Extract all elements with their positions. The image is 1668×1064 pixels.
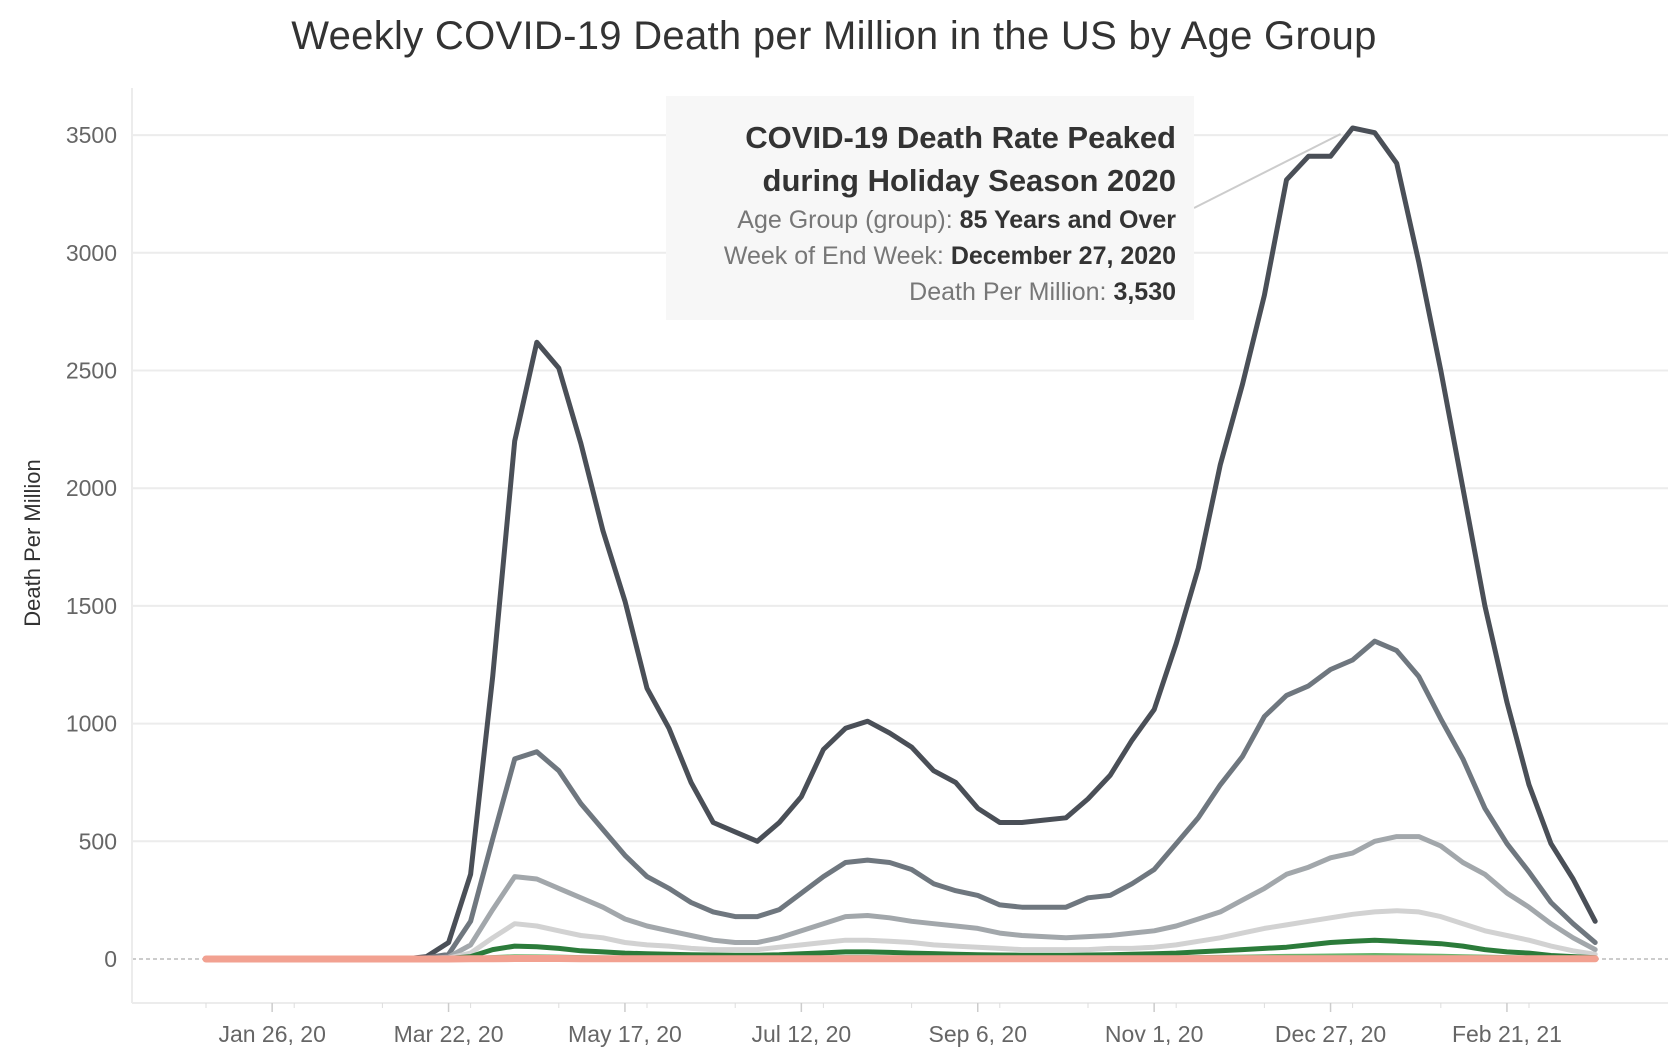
annotation-age-group-value: 85 Years and Over — [959, 206, 1176, 234]
annotation-age-group-label: Age Group (group): — [737, 206, 953, 234]
annotation-week-label: Week of End Week: — [723, 242, 944, 270]
x-tick-label: May 17, 20 — [568, 1021, 682, 1047]
chart-title: Weekly COVID-19 Death per Million in the… — [291, 14, 1377, 58]
annotation-death-rate: Death Per Million: 3,530 — [666, 274, 1176, 310]
y-tick-label: 2000 — [66, 475, 117, 501]
x-tick-label: Feb 21, 21 — [1452, 1021, 1562, 1047]
peak-annotation: COVID-19 Death Rate Peaked during Holida… — [666, 96, 1194, 320]
y-tick-label: 1000 — [66, 711, 117, 737]
x-tick-label: Nov 1, 20 — [1105, 1021, 1203, 1047]
y-tick-label: 0 — [104, 946, 117, 972]
x-tick-label: Sep 6, 20 — [929, 1021, 1027, 1047]
y-tick-label: 3000 — [66, 240, 117, 266]
y-tick-label: 3500 — [66, 122, 117, 148]
annotation-week-value: December 27, 2020 — [950, 242, 1176, 270]
annotation-title-line1: COVID-19 Death Rate Peaked — [745, 120, 1176, 155]
axis-layer: 0 500 1000 1500 2000 2500 3000 3500 Jan 26, 20 Ma… — [66, 88, 1668, 1047]
y-axis-label: Death Per Million — [20, 459, 45, 627]
annotation-title-line2: during Holiday Season 2020 — [762, 163, 1176, 198]
x-tick-label: Dec 27, 20 — [1275, 1021, 1386, 1047]
y-tick-label: 500 — [79, 828, 117, 854]
x-tick-label: Jan 26, 20 — [218, 1021, 325, 1047]
annotation-connector — [1193, 133, 1342, 209]
series-layer — [202, 125, 1599, 963]
y-tick-label: 2500 — [66, 358, 117, 384]
y-tick-label: 1500 — [66, 593, 117, 619]
series-line-6[interactable] — [202, 955, 1599, 963]
annotation-death-rate-label: Death Per Million: — [909, 278, 1107, 306]
series-line-0[interactable] — [203, 125, 1598, 962]
annotation-week: Week of End Week: December 27, 2020 — [666, 238, 1176, 274]
annotation-death-rate-value: 3,530 — [1113, 278, 1176, 306]
x-tick-label: Mar 22, 20 — [394, 1021, 504, 1047]
annotation-age-group: Age Group (group): 85 Years and Over — [666, 202, 1176, 238]
x-tick-label: Jul 12, 20 — [751, 1021, 851, 1047]
callout-layer — [1193, 133, 1342, 209]
